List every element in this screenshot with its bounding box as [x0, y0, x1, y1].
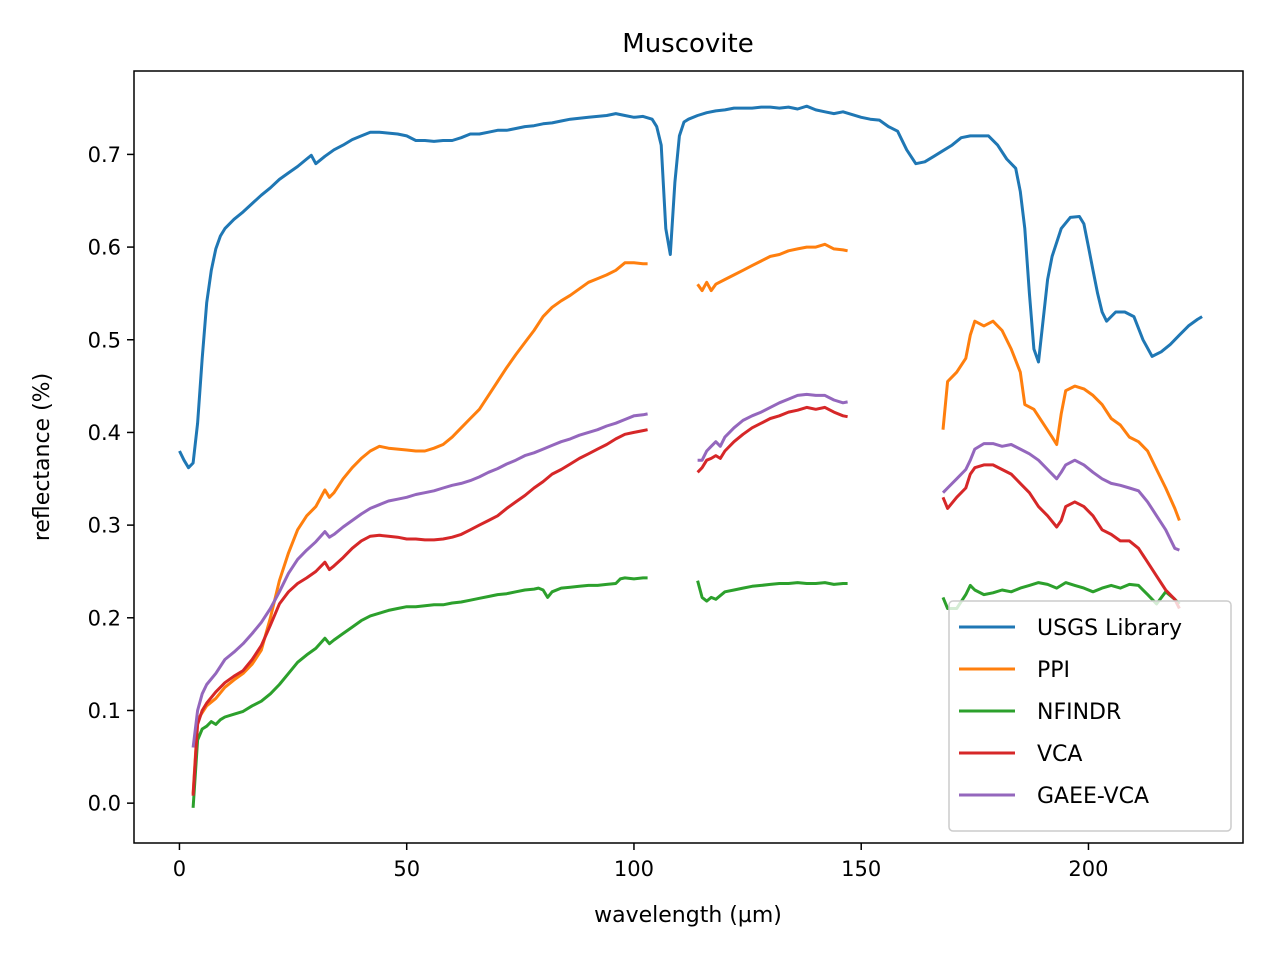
- x-tick-label: 150: [841, 857, 881, 881]
- x-axis-label: wavelength (µm): [594, 903, 782, 928]
- series-line-segment: [941, 581, 1181, 610]
- plot-area: [178, 104, 1203, 808]
- series-vca: [191, 405, 1181, 796]
- series-line-segment: [191, 412, 648, 748]
- y-axis-label: reflectance (%): [30, 373, 55, 541]
- series-line-segment: [941, 442, 1180, 552]
- y-tick-label: 0.0: [88, 792, 121, 816]
- x-tick-label: 50: [393, 857, 420, 881]
- axes-frame: [133, 70, 1244, 844]
- series-line-segment: [178, 104, 1203, 470]
- x-tick-label: 200: [1068, 857, 1108, 881]
- series-line-segment: [191, 261, 648, 794]
- series-usgs-library: [178, 104, 1203, 470]
- series-nfindr: [191, 576, 1181, 808]
- legend-label: GAEE-VCA: [1037, 784, 1149, 809]
- y-tick-label: 0.6: [88, 236, 121, 260]
- series-line-segment: [191, 428, 648, 796]
- x-tick-label: 100: [614, 857, 654, 881]
- series-line-segment: [696, 580, 848, 603]
- series-line-segment: [696, 242, 848, 293]
- y-axis: 0.0 0.1 0.2 0.3 0.4 0.5 0.6 0.7: [88, 143, 134, 816]
- series-line-segment: [191, 576, 648, 808]
- legend: USGS Library PPI NFINDR VCA GAEE-VCA: [948, 600, 1232, 832]
- series-line-segment: [697, 392, 848, 462]
- x-axis: 0 50 100 150 200: [173, 843, 1109, 881]
- legend-label: NFINDR: [1037, 700, 1121, 725]
- series-line-segment: [941, 463, 1181, 610]
- legend-box: [948, 600, 1232, 832]
- series-line-segment: [941, 319, 1181, 522]
- y-tick-label: 0.1: [88, 699, 121, 723]
- y-tick-label: 0.3: [88, 514, 121, 538]
- y-tick-label: 0.4: [88, 421, 121, 445]
- legend-label: USGS Library: [1037, 616, 1182, 641]
- series-gaee-vca: [191, 392, 1180, 748]
- y-tick-label: 0.2: [88, 606, 121, 630]
- x-tick-label: 0: [173, 857, 186, 881]
- y-tick-label: 0.7: [88, 143, 121, 167]
- legend-label: VCA: [1037, 742, 1082, 767]
- series-line-segment: [696, 405, 848, 474]
- legend-label: PPI: [1037, 658, 1070, 683]
- chart-title: Muscovite: [622, 29, 753, 59]
- y-tick-label: 0.5: [88, 328, 121, 352]
